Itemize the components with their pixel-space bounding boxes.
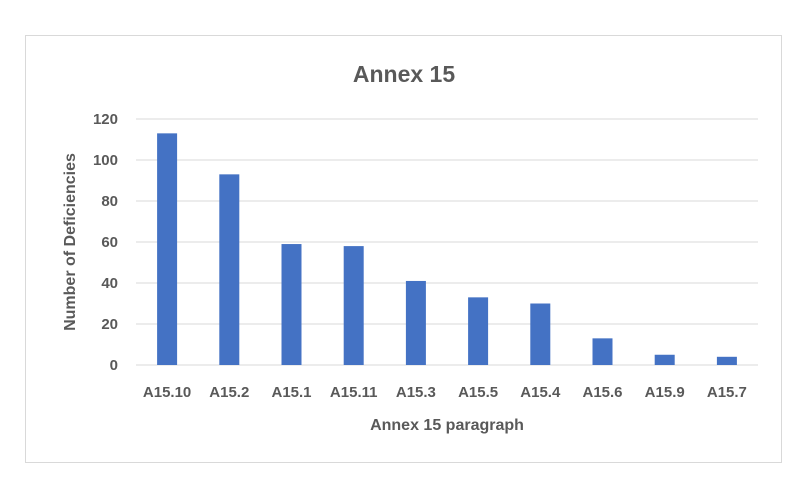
x-tick-label: A15.2 <box>209 384 249 401</box>
bar <box>343 246 364 365</box>
y-tick-label: 60 <box>101 234 118 251</box>
bar <box>281 244 302 365</box>
bar <box>592 338 613 365</box>
chart-title: Annex 15 <box>353 61 455 87</box>
x-tick-label: A15.3 <box>396 384 436 401</box>
x-tick-label: A15.4 <box>520 384 561 401</box>
y-tick-label: 0 <box>110 357 118 374</box>
y-tick-label: 20 <box>101 316 118 333</box>
x-tick-label: A15.1 <box>271 384 311 401</box>
x-tick-label: A15.10 <box>143 384 191 401</box>
x-tick-label: A15.11 <box>330 384 378 401</box>
x-tick-label: A15.7 <box>707 384 747 401</box>
y-axis-title: Number of Deficiencies <box>62 153 79 331</box>
x-tick-label: A15.5 <box>458 384 498 401</box>
bar <box>219 174 240 365</box>
bar <box>654 354 675 365</box>
x-tick-label: A15.6 <box>582 384 622 401</box>
gridlines <box>136 118 758 366</box>
x-tick-label: A15.9 <box>645 384 685 401</box>
y-tick-label: 40 <box>101 275 118 292</box>
bar <box>468 297 489 365</box>
x-axis-ticks: A15.10 A15.2 A15.1 A15.11 A15.3 A15.5 A15.4 A15… <box>143 384 747 401</box>
bar <box>157 133 178 365</box>
chart-frame <box>25 35 782 463</box>
x-axis-title: Annex 15 paragraph <box>370 417 524 434</box>
y-tick-label: 120 <box>93 111 118 128</box>
y-tick-label: 80 <box>101 193 118 210</box>
bar <box>716 356 737 365</box>
y-axis-ticks: 0 20 40 60 80 100 120 <box>93 111 118 374</box>
bar <box>530 303 551 365</box>
y-tick-label: 100 <box>93 152 118 169</box>
bars <box>157 133 737 365</box>
bar <box>405 280 426 365</box>
